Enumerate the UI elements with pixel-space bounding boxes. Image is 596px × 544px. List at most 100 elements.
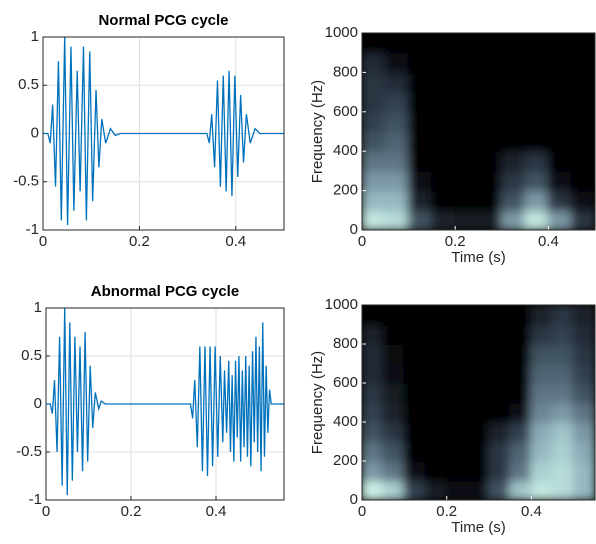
heatmap-cell xyxy=(445,421,469,443)
heatmap-cell xyxy=(551,479,575,500)
heatmap-cell xyxy=(362,33,387,54)
heatmap-cell xyxy=(382,479,406,500)
heatmap-cell xyxy=(362,209,387,230)
heatmap-cell xyxy=(424,323,448,345)
heatmap-cell xyxy=(509,343,533,365)
heatmap-cell xyxy=(570,169,595,192)
heatmap-cell xyxy=(570,209,595,230)
heatmap-cell xyxy=(454,110,480,133)
x-tick-label: 0.4 xyxy=(538,233,559,250)
y-tick-label: 0 xyxy=(350,491,358,508)
heatmap-cell xyxy=(500,91,527,113)
y-tick-label: 0 xyxy=(350,221,358,238)
heatmap-cell xyxy=(430,71,457,94)
panel: 0 200 400 600 800 1000 0 0.2 0.4 Time (s) Frequenc… xyxy=(309,24,596,266)
heatmap-cell xyxy=(403,440,427,462)
y-tick-label: 1 xyxy=(31,28,39,45)
y-tick-label: 400 xyxy=(333,413,358,430)
heatmap-cell xyxy=(445,440,469,462)
heatmap-cell xyxy=(382,421,406,443)
axes-box xyxy=(45,307,285,501)
x-tick-label: 0 xyxy=(358,503,366,520)
heatmap-cell xyxy=(530,440,554,462)
heatmap-cell xyxy=(547,150,573,172)
heatmap-cell xyxy=(524,33,550,54)
heatmap-cells xyxy=(362,305,595,500)
heatmap-cell xyxy=(477,91,503,113)
heatmap-cells xyxy=(362,33,595,230)
heatmap-cell xyxy=(488,460,512,482)
heatmap-cell xyxy=(454,150,480,172)
x-tick-label: 0 xyxy=(42,503,50,520)
heatmap-cell xyxy=(445,362,469,384)
heatmap-cell xyxy=(424,479,448,500)
heatmap-cell xyxy=(424,382,448,404)
heatmap-cell xyxy=(570,110,595,133)
heatmap-cell xyxy=(570,130,595,153)
heatmap-cell xyxy=(500,130,527,153)
y-tick-label: 0 xyxy=(34,395,42,412)
heatmap-cell xyxy=(547,130,573,153)
heatmap-cell xyxy=(500,150,527,172)
heatmap-cell xyxy=(445,460,469,482)
heatmap-cell xyxy=(488,305,512,326)
heatmap-cell xyxy=(362,71,387,94)
heatmap-cell xyxy=(424,362,448,384)
heatmap-cell xyxy=(547,33,573,54)
heatmap-cell xyxy=(384,91,410,113)
heatmap-cell xyxy=(403,305,427,326)
x-tick-label: 0.2 xyxy=(445,233,466,250)
y-tick-label: 0.5 xyxy=(18,76,39,93)
heatmap-cell xyxy=(500,33,527,54)
heatmap-cell xyxy=(445,305,469,326)
heatmap-cell xyxy=(454,91,480,113)
heatmap-cell xyxy=(362,323,385,345)
heatmap-cell xyxy=(524,169,550,192)
heatmap-cell xyxy=(500,209,527,230)
heatmap-cell xyxy=(551,323,575,345)
heatmap-cell xyxy=(430,33,457,54)
heatmap-cell xyxy=(551,421,575,443)
heatmap-cell xyxy=(524,150,550,172)
heatmap-cell xyxy=(430,189,457,212)
heatmap-cell xyxy=(384,169,410,192)
heatmap-cell xyxy=(530,401,554,423)
y-tick-label: 800 xyxy=(333,63,358,80)
heatmap-cell xyxy=(445,343,469,365)
heatmap-cell xyxy=(570,91,595,113)
heatmap-cell xyxy=(551,362,575,384)
heatmap-cell xyxy=(500,110,527,133)
heatmap-cell xyxy=(454,169,480,192)
panel: -1 -0.5 0 0.5 1 0 0.2 0.4 Abnormal PCG cycle xyxy=(16,283,285,520)
heatmap-cell xyxy=(384,33,410,54)
heatmap-cell xyxy=(454,209,480,230)
axes-box xyxy=(361,304,596,501)
y-tick-label: 200 xyxy=(333,452,358,469)
heatmap-cell xyxy=(509,401,533,423)
heatmap-cell xyxy=(430,209,457,230)
heatmap-cell xyxy=(424,440,448,462)
heatmap-cell xyxy=(570,189,595,212)
heatmap-cell xyxy=(424,305,448,326)
heatmap-cell xyxy=(524,91,550,113)
y-tick-label: 600 xyxy=(333,103,358,120)
heatmap-cell xyxy=(384,71,410,94)
heatmap-cell xyxy=(524,71,550,94)
y-tick-label: 0 xyxy=(31,124,39,141)
heatmap-cell xyxy=(362,362,385,384)
heatmap-cell xyxy=(547,71,573,94)
heatmap-cell xyxy=(403,479,427,500)
heatmap-cell xyxy=(407,169,433,192)
heatmap-cell xyxy=(530,362,554,384)
heatmap-cell xyxy=(384,209,410,230)
heatmap-cell xyxy=(509,382,533,404)
heatmap-cell xyxy=(466,421,491,443)
heatmap-cell xyxy=(454,33,480,54)
axes-box xyxy=(361,32,596,231)
heatmap-cell xyxy=(551,401,575,423)
heatmap-cell xyxy=(382,323,406,345)
heatmap-cell xyxy=(570,150,595,172)
heatmap-cell xyxy=(454,71,480,94)
y-tick-label: -0.5 xyxy=(16,443,42,460)
y-tick-label: 1000 xyxy=(325,296,358,313)
